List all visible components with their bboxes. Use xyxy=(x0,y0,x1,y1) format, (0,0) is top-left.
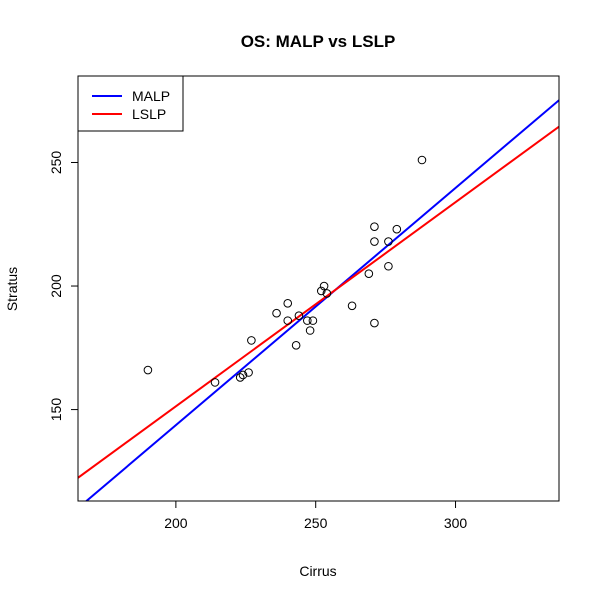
y-axis-label: Stratus xyxy=(4,267,20,311)
plot-frame xyxy=(77,75,560,502)
data-point xyxy=(210,378,220,387)
x-tick-label: 200 xyxy=(164,515,188,531)
legend-label-malp: MALP xyxy=(132,88,170,104)
x-axis-label: Cirrus xyxy=(299,563,336,579)
data-point xyxy=(417,155,427,165)
data-point xyxy=(347,301,357,311)
data-point xyxy=(392,224,402,234)
y-tick-label: 150 xyxy=(48,398,64,422)
data-point xyxy=(272,308,281,318)
data-point xyxy=(244,368,253,377)
x-axis: 200 250 300 xyxy=(164,501,467,531)
data-point xyxy=(283,299,293,308)
data-point xyxy=(370,222,379,232)
data-point xyxy=(235,373,245,382)
data-point xyxy=(294,311,304,320)
data-points xyxy=(143,155,427,387)
y-axis: 150 200 250 xyxy=(48,151,78,422)
data-point xyxy=(384,261,393,271)
x-tick-label: 250 xyxy=(304,515,328,531)
legend: MALP LSLP xyxy=(77,75,184,132)
data-point xyxy=(370,318,379,328)
data-point xyxy=(283,316,293,325)
data-point xyxy=(238,370,248,380)
data-point xyxy=(322,289,332,298)
legend-label-lslp: LSLP xyxy=(132,106,166,122)
y-tick-label: 200 xyxy=(48,274,64,298)
data-point xyxy=(316,286,326,296)
legend-box xyxy=(77,75,184,132)
data-point xyxy=(305,326,315,335)
data-point xyxy=(319,281,329,291)
series-line-lslp xyxy=(78,125,559,479)
data-point xyxy=(303,316,312,325)
y-tick-label: 250 xyxy=(48,151,64,175)
data-point xyxy=(370,237,379,246)
data-point xyxy=(384,237,393,246)
regression-lines xyxy=(78,99,559,501)
data-point xyxy=(247,336,256,345)
x-tick-label: 300 xyxy=(444,515,468,531)
data-point xyxy=(291,341,301,350)
data-point xyxy=(364,269,374,278)
series-line-malp xyxy=(84,99,559,501)
data-point xyxy=(308,316,318,325)
data-point xyxy=(143,365,153,375)
chart-title: OS: MALP vs LSLP xyxy=(241,32,396,51)
